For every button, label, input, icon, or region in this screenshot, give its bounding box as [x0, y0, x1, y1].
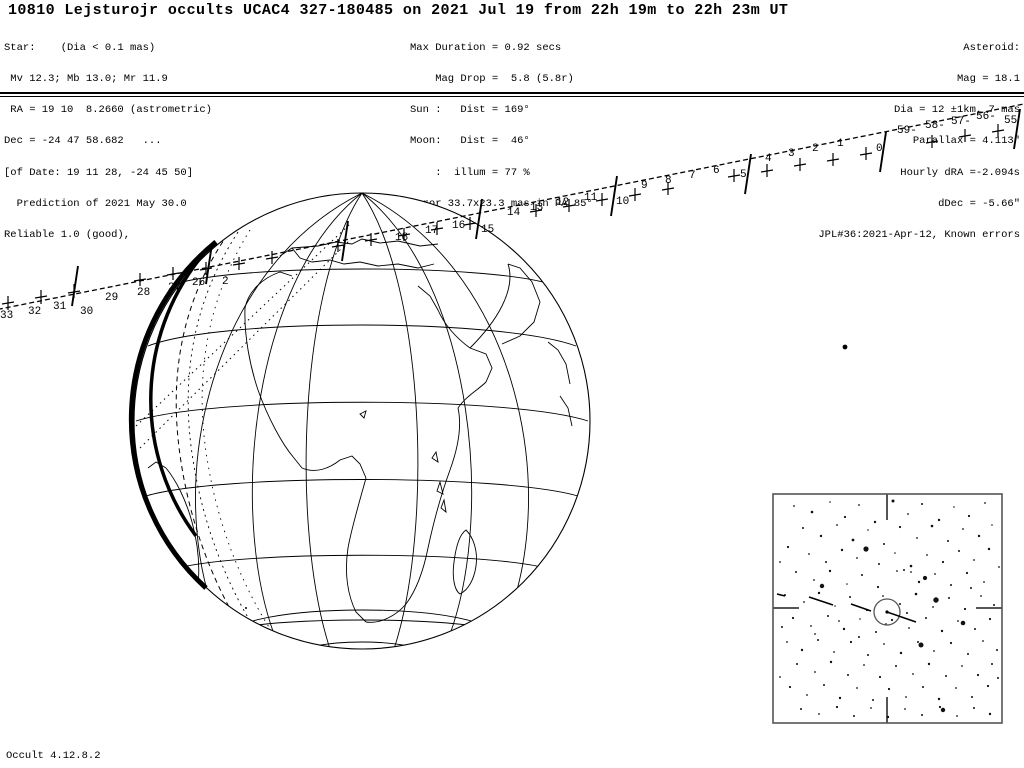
svg-text:9: 9 — [641, 180, 648, 192]
globe-night-limb — [128, 240, 218, 590]
svg-text:14: 14 — [507, 207, 521, 219]
svg-text:5: 5 — [740, 169, 747, 181]
motion-vectors — [776, 593, 917, 623]
svg-text:13: 13 — [530, 202, 543, 214]
svg-text:8: 8 — [665, 175, 672, 187]
twilight-line-1 — [187, 231, 259, 635]
inset-crosshair-ticks — [773, 494, 1002, 723]
svg-text:59-: 59- — [897, 125, 917, 137]
prediction-date: Prediction of 2021 May 30.0 — [4, 197, 187, 210]
coastlines — [147, 238, 573, 649]
island-dots — [245, 607, 247, 609]
svg-text:10: 10 — [616, 196, 629, 208]
moon-illumination: : illum = 77 % — [410, 166, 530, 179]
track-centre-line — [0, 103, 1024, 310]
field-star-dot — [842, 344, 848, 350]
twilight-line-2 — [201, 229, 273, 633]
max-duration: Max Duration = 0.92 secs — [410, 41, 562, 54]
svg-text:11: 11 — [584, 192, 598, 204]
map-svg: 33 32 31 30 29 28 27 26 2 18 17 16 15 14… — [0, 103, 1024, 650]
finder-chart-inset — [771, 492, 1004, 725]
star-dec: Dec = -24 47 58.682 ... — [4, 135, 162, 148]
svg-text:16: 16 — [452, 220, 465, 232]
svg-text:56-: 56- — [976, 111, 996, 123]
star-field-points — [779, 499, 1000, 719]
asteroid-hourly-dra: Hourly dRA =-2.094s — [900, 166, 1020, 179]
track-major-ticks — [71, 108, 1021, 307]
target-star-circle — [873, 598, 901, 626]
header-divider — [0, 92, 1024, 97]
svg-text:1: 1 — [837, 138, 844, 150]
svg-text:57-: 57- — [951, 116, 971, 128]
earth-globe — [128, 192, 591, 650]
svg-text:33: 33 — [0, 310, 13, 322]
sun-distance: Sun : Dist = 169° — [410, 104, 530, 117]
globe-night-limb-2 — [149, 249, 208, 538]
mag-drop: Mag Drop = 5.8 (5.8r) — [410, 73, 574, 86]
svg-text:32: 32 — [28, 306, 41, 318]
globe-limb — [133, 192, 591, 650]
svg-text:18: 18 — [395, 232, 408, 244]
svg-text:0: 0 — [876, 143, 883, 155]
moon-distance: Moon: Dist = 46° — [410, 135, 530, 148]
svg-text:29: 29 — [105, 292, 118, 304]
asteroid-parallax: Parallax = 4.113" — [912, 135, 1020, 148]
track-minute-ticks — [1, 124, 1005, 310]
latitude-lines — [135, 268, 589, 630]
svg-text:3: 3 — [788, 148, 795, 160]
svg-text:2: 2 — [812, 143, 819, 155]
svg-text:2: 2 — [222, 276, 229, 288]
svg-text:55: 55 — [1004, 115, 1017, 127]
event-info-block: Max Duration = 0.92 secs Mag Drop = 5.8 … — [410, 22, 593, 230]
svg-text:7: 7 — [689, 170, 696, 182]
path-limits — [135, 223, 353, 449]
page-title: 10810 Lejsturojr occults UCAC4 327-18048… — [8, 2, 789, 19]
reliability: Reliable 1.0 (good), — [4, 229, 131, 242]
terminator-line — [175, 233, 247, 637]
star-ra: RA = 19 10 8.2660 (astrometric) — [4, 104, 212, 117]
star-of-date: [of Date: 19 11 28, -24 45 50] — [4, 166, 194, 179]
svg-text:17: 17 — [425, 225, 438, 237]
asteroid-mag: Mag = 18.1 — [956, 73, 1020, 86]
longitude-lines — [195, 193, 529, 649]
star-info-block: Star: (Dia < 0.1 mas) Mv 12.3; Mb 13.0; … — [4, 22, 212, 261]
asteroid-info-block: Asteroid: Mag = 18.1 Dia = 12 ±1km, 7 ma… — [818, 22, 1020, 261]
finder-chart-svg — [772, 493, 1003, 724]
star-magnitudes: Mv 12.3; Mb 13.0; Mr 11.9 — [4, 73, 168, 86]
shadow-ground-track: 33 32 31 30 29 28 27 26 2 18 17 16 15 14… — [0, 103, 1024, 322]
occultation-map: 33 32 31 30 29 28 27 26 2 18 17 16 15 14… — [0, 96, 1024, 746]
asteroid-ddec: dDec = -5.66" — [938, 197, 1020, 210]
asteroid-ephemeris: JPL#36:2021-Apr-12, Known errors — [818, 229, 1020, 242]
asteroid-dia: Dia = 12 ±1km, 7 mas — [893, 104, 1020, 117]
svg-text:12: 12 — [556, 197, 569, 209]
asteroid-label: Asteroid: — [963, 41, 1020, 54]
svg-text:58-: 58- — [925, 120, 945, 132]
star-label: Star: (Dia < 0.1 mas) — [4, 41, 156, 54]
svg-text:15: 15 — [481, 224, 494, 236]
inset-border — [772, 493, 1003, 724]
svg-text:30: 30 — [80, 306, 93, 318]
track-minute-labels: 33 32 31 30 29 28 27 26 2 18 17 16 15 14… — [0, 111, 1017, 322]
software-version: Occult 4.12.8.2 — [6, 750, 101, 762]
svg-text:26: 26 — [192, 277, 205, 289]
svg-text:4: 4 — [765, 153, 772, 165]
svg-text:6: 6 — [713, 165, 720, 177]
svg-text:31: 31 — [53, 301, 67, 313]
svg-text:28: 28 — [137, 287, 150, 299]
svg-text:27: 27 — [168, 282, 181, 294]
